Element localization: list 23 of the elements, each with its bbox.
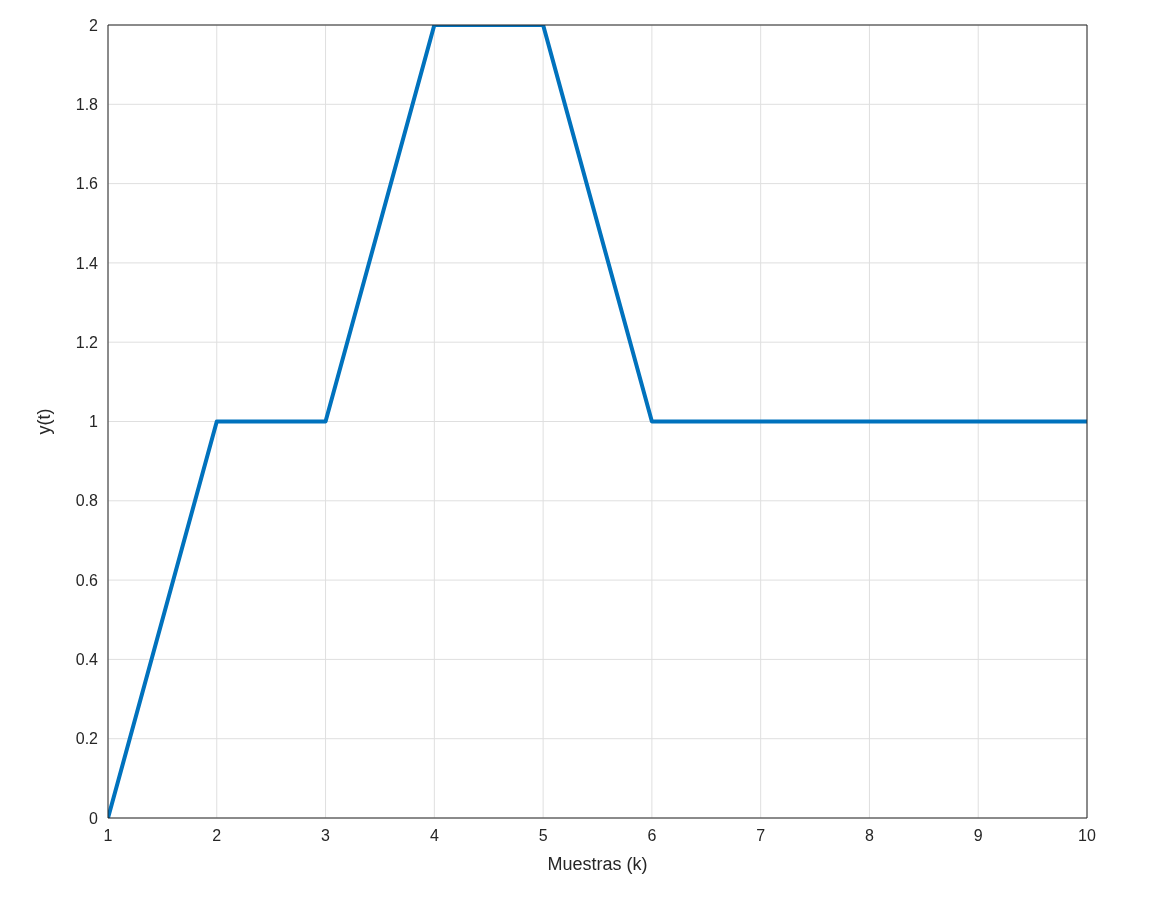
y-tick-label: 1.8 bbox=[75, 95, 99, 113]
y-tick-label: 1.6 bbox=[75, 175, 99, 193]
x-tick-label: 7 bbox=[756, 827, 766, 845]
x-tick-label: 2 bbox=[212, 827, 222, 845]
y-tick-label: 0.6 bbox=[75, 571, 99, 589]
x-tick-label: 8 bbox=[864, 827, 874, 845]
y-tick-label: 1.4 bbox=[75, 254, 99, 272]
x-tick-label: 10 bbox=[1078, 827, 1096, 845]
y-axis-title: y(t) bbox=[34, 408, 55, 435]
y-tick-label: 1 bbox=[89, 413, 99, 431]
x-tick-label: 5 bbox=[538, 827, 548, 845]
x-tick-label: 6 bbox=[647, 827, 657, 845]
x-tick-label: 9 bbox=[973, 827, 983, 845]
x-tick-label: 4 bbox=[429, 827, 439, 845]
x-axis-title: Muestras (k) bbox=[547, 854, 648, 874]
y-tick-label: 0.8 bbox=[75, 492, 99, 510]
y-tick-label: 1.2 bbox=[75, 333, 99, 351]
y-tick-label: 0.4 bbox=[75, 651, 99, 669]
x-tick-label: 3 bbox=[321, 827, 331, 845]
y-tick-label: 2 bbox=[89, 16, 99, 34]
y-tick-label: 0 bbox=[89, 809, 99, 827]
y-tick-label: 0.2 bbox=[75, 730, 99, 748]
x-tick-label: 1 bbox=[103, 827, 113, 845]
